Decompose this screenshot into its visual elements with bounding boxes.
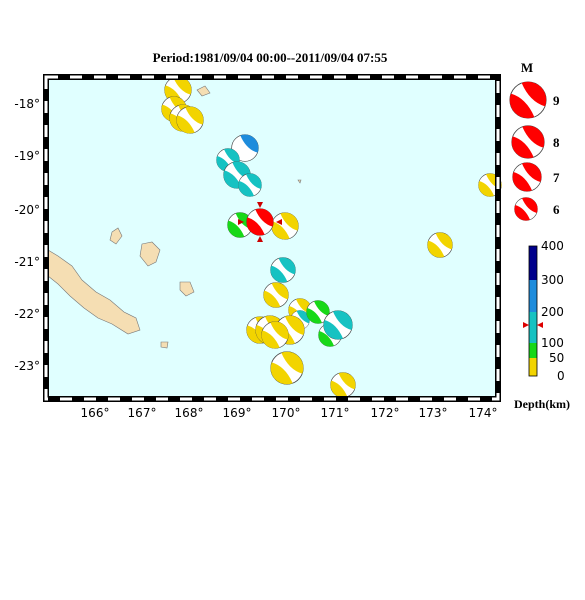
legend-ball: [513, 163, 542, 192]
depth-marker: [523, 322, 543, 328]
lon-label: 168°: [175, 406, 204, 420]
beachball: [272, 213, 299, 240]
lat-label: -22°: [14, 307, 40, 321]
legend-label: 8: [553, 135, 560, 150]
beachball: [324, 311, 353, 340]
lat-label: -23°: [14, 359, 40, 373]
focal-mechanisms: [162, 77, 502, 398]
beachball: [262, 322, 289, 349]
lon-label: 171°: [321, 406, 350, 420]
depth-label: 200: [541, 305, 564, 319]
depth-band: [529, 280, 537, 312]
lon-label: 166°: [81, 406, 110, 420]
depth-label: 0: [557, 369, 565, 383]
station-markers: [238, 202, 282, 242]
frame-ticks: [44, 75, 500, 401]
legend-ball: [512, 126, 545, 159]
beachball: [428, 233, 453, 258]
lon-label: 169°: [223, 406, 252, 420]
latitude-labels: -18° -19° -20° -21° -22° -23°: [14, 97, 40, 373]
beachball: [271, 352, 304, 385]
beachball: [264, 283, 289, 308]
beachball: [247, 209, 274, 236]
legend-label: 9: [553, 93, 560, 108]
legend-label: 7: [553, 170, 560, 185]
depth-labels: 400 300 200 100 50 0: [541, 239, 565, 383]
depth-label: 100: [541, 336, 564, 350]
legend-heading: M: [521, 60, 533, 75]
lat-label: -18°: [14, 97, 40, 111]
lon-label: 172°: [371, 406, 400, 420]
land: [47, 85, 302, 349]
lon-label: 173°: [419, 406, 448, 420]
magnitude-legend: M 9 8 7 6: [510, 60, 560, 220]
lat-label: -20°: [14, 203, 40, 217]
beachball: [177, 107, 204, 134]
depth-label: 50: [549, 351, 564, 365]
depth-bar-outline: [528, 245, 538, 377]
title: Period:1981/09/04 00:00--2011/09/04 07:5…: [153, 50, 388, 65]
lon-label: 170°: [272, 406, 301, 420]
depth-title: Depth(km): [514, 397, 570, 411]
depth-band: [529, 246, 537, 280]
lon-label: 167°: [128, 406, 157, 420]
depth-band: [529, 343, 537, 358]
depth-band: [529, 312, 537, 343]
lat-label: -19°: [14, 149, 40, 163]
lat-label: -21°: [14, 255, 40, 269]
depth-band: [529, 358, 537, 376]
legend-ball: [510, 82, 546, 118]
beachball: [239, 174, 262, 197]
longitude-labels: 166° 167° 168° 169° 170° 171° 172° 173° …: [81, 406, 498, 420]
lon-label: 174°: [469, 406, 498, 420]
beachball: [331, 373, 356, 398]
depth-label: 400: [541, 239, 564, 253]
depth-legend: 400 300 200 100 50 0 Depth(km): [514, 239, 570, 411]
legend-label: 6: [553, 202, 560, 217]
beachball: [271, 258, 296, 283]
depth-label: 300: [541, 273, 564, 287]
legend-ball: [515, 198, 538, 221]
